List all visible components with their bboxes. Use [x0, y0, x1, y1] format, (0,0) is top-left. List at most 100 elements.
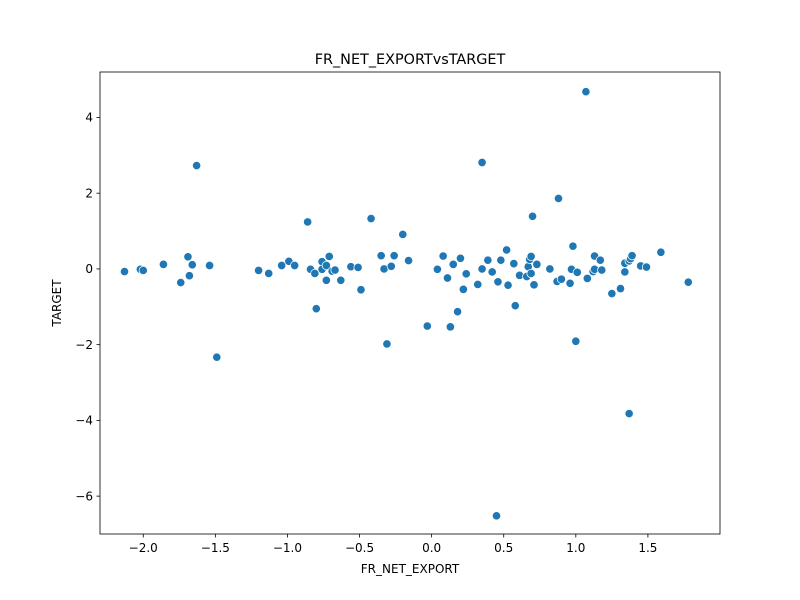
data-point — [571, 336, 581, 346]
data-point — [477, 264, 487, 274]
data-point — [192, 160, 202, 171]
y-tick-label: 2 — [85, 186, 93, 200]
data-point — [376, 251, 386, 261]
data-point — [556, 274, 566, 284]
y-tick-label: 4 — [85, 111, 93, 125]
data-point — [502, 245, 512, 255]
data-point — [119, 266, 130, 277]
data-point — [356, 285, 366, 295]
data-point — [389, 251, 399, 261]
data-point — [545, 264, 555, 274]
data-point — [526, 268, 536, 279]
y-tick-label: 0 — [85, 262, 93, 276]
x-axis-label: FR_NET_EXPORT — [361, 562, 460, 576]
data-point — [473, 279, 483, 290]
data-point — [438, 251, 448, 261]
data-point — [386, 261, 396, 271]
data-point — [448, 259, 458, 269]
x-tick-label: −0.5 — [345, 541, 374, 555]
data-point — [493, 277, 503, 287]
data-point — [442, 273, 453, 283]
data-point — [532, 259, 542, 269]
data-point — [529, 280, 539, 290]
data-point — [503, 280, 513, 290]
data-point — [212, 352, 222, 362]
data-point — [624, 409, 634, 419]
data-point — [330, 265, 340, 275]
y-tick-label: −6 — [75, 489, 93, 503]
data-point — [477, 157, 487, 168]
data-point — [510, 301, 520, 311]
x-tick-label: 0.0 — [422, 541, 441, 555]
data-point — [509, 259, 519, 269]
data-point — [176, 277, 186, 288]
data-point — [568, 241, 578, 251]
data-point — [403, 256, 414, 266]
data-point — [445, 322, 455, 332]
data-point — [453, 307, 463, 317]
data-point — [581, 87, 591, 97]
data-point — [422, 321, 432, 331]
x-tick-label: 1.0 — [566, 541, 585, 555]
data-point — [353, 262, 363, 272]
data-point — [582, 273, 592, 283]
data-point — [553, 193, 564, 204]
y-axis-label: TARGET — [50, 279, 64, 328]
data-point — [310, 268, 320, 279]
y-axis: −6 −4 −2 0 2 4 — [75, 111, 100, 503]
data-point — [311, 304, 321, 314]
data-point — [595, 255, 605, 265]
data-point — [277, 260, 287, 271]
data-point — [641, 262, 652, 272]
data-point — [491, 511, 502, 521]
data-point — [527, 211, 538, 221]
data-point — [336, 275, 346, 285]
data-point — [607, 288, 617, 299]
data-point — [264, 268, 274, 279]
plot-area-frame — [99, 71, 721, 535]
data-point — [461, 269, 471, 279]
data-point — [487, 267, 497, 277]
data-point — [184, 271, 194, 281]
x-tick-label: −1.0 — [273, 541, 302, 555]
data-point — [366, 213, 376, 224]
data-point — [496, 255, 506, 265]
data-point — [138, 265, 148, 276]
data-point — [290, 260, 300, 271]
data-point — [620, 267, 630, 277]
chart-title: FR_NET_EXPORTvsTARGET — [315, 52, 506, 68]
data-points — [119, 87, 693, 521]
data-point — [158, 259, 169, 269]
data-point — [572, 267, 582, 277]
x-tick-label: 0.5 — [494, 541, 513, 555]
data-point — [627, 251, 637, 261]
y-tick-label: −2 — [75, 338, 93, 352]
data-point — [615, 284, 626, 294]
data-point — [432, 264, 442, 274]
x-tick-label: −1.5 — [201, 541, 230, 555]
x-tick-label: 1.5 — [638, 541, 657, 555]
data-point — [382, 339, 392, 349]
x-tick-label: −2.0 — [129, 541, 158, 555]
data-point — [324, 251, 334, 261]
data-point — [683, 277, 693, 287]
data-point — [254, 265, 264, 276]
data-point — [483, 255, 493, 265]
data-point — [526, 251, 536, 261]
y-tick-label: −4 — [75, 414, 93, 428]
data-point — [455, 253, 466, 263]
data-point — [597, 265, 607, 275]
data-point — [656, 247, 666, 257]
data-point — [398, 229, 408, 240]
data-point — [565, 278, 575, 288]
data-point — [187, 260, 197, 270]
data-point — [321, 275, 331, 285]
data-point — [303, 217, 313, 227]
data-point — [321, 260, 331, 271]
x-axis: −2.0 −1.5 −1.0 −0.5 0.0 0.5 1.0 1.5 — [129, 534, 657, 555]
data-point — [205, 260, 215, 271]
data-point — [183, 252, 193, 262]
data-point — [458, 284, 468, 294]
